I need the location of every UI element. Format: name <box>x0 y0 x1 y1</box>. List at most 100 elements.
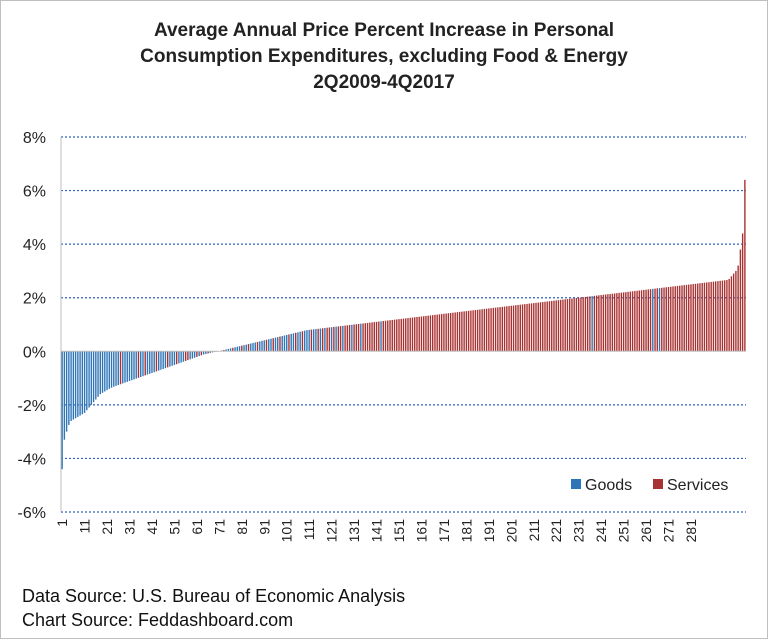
x-tick-label-191: 191 <box>481 519 497 543</box>
bar-169 <box>438 314 441 352</box>
bar-235 <box>586 296 589 352</box>
bar-100 <box>283 335 286 352</box>
bar-279 <box>685 284 688 352</box>
bar-239 <box>595 295 598 352</box>
bar-272 <box>670 286 672 352</box>
bar-224 <box>562 299 564 352</box>
bar-300 <box>732 273 735 352</box>
bar-258 <box>638 290 641 352</box>
bar-59 <box>191 351 194 359</box>
bar-256 <box>634 291 636 352</box>
bar-94 <box>270 338 272 352</box>
bar-257 <box>636 290 638 352</box>
bar-25 <box>115 351 117 386</box>
bar-107 <box>299 331 301 352</box>
bar-290 <box>710 281 712 352</box>
bar-122 <box>333 326 335 352</box>
data-source: Data Source: U.S. Bureau of Economic Ana… <box>22 586 406 606</box>
bar-166 <box>432 315 434 352</box>
x-tick-label-241: 241 <box>593 519 609 543</box>
bar-104 <box>292 333 295 352</box>
bar-102 <box>288 334 290 352</box>
bar-219 <box>551 300 553 352</box>
bar-202 <box>512 305 515 352</box>
bar-4 <box>68 351 70 425</box>
bar-153 <box>402 318 405 352</box>
bar-129 <box>348 325 351 352</box>
bar-270 <box>665 287 667 352</box>
x-tick-label-101: 101 <box>279 519 295 543</box>
bar-245 <box>609 293 611 352</box>
bar-293 <box>717 281 719 352</box>
bar-190 <box>485 308 488 352</box>
bar-183 <box>470 310 472 352</box>
bar-66 <box>207 351 209 354</box>
bar-120 <box>328 327 331 352</box>
bar-30 <box>126 351 128 382</box>
bar-262 <box>647 289 649 352</box>
bar-29 <box>124 351 126 383</box>
bar-237 <box>591 296 593 352</box>
bar-5 <box>70 351 72 421</box>
bar-48 <box>166 351 169 368</box>
bar-259 <box>640 290 643 352</box>
bar-276 <box>679 285 681 352</box>
bar-173 <box>447 313 450 352</box>
bar-17 <box>97 351 99 397</box>
bar-197 <box>501 306 504 352</box>
bar-217 <box>546 301 548 352</box>
bar-226 <box>566 299 569 352</box>
bar-174 <box>449 312 452 352</box>
x-tick-label-41: 41 <box>144 519 160 535</box>
bar-165 <box>429 315 432 352</box>
bar-8 <box>77 351 79 417</box>
bar-56 <box>184 351 187 361</box>
bar-196 <box>499 307 501 352</box>
bar-171 <box>443 313 445 352</box>
bar-277 <box>681 285 683 352</box>
bar-118 <box>324 327 326 352</box>
bar-287 <box>703 282 706 352</box>
bar-141 <box>375 321 378 352</box>
x-tick-label-131: 131 <box>346 519 362 543</box>
bar-121 <box>330 327 333 352</box>
bar-281 <box>690 284 692 352</box>
bar-139 <box>371 322 373 352</box>
bar-86 <box>252 342 254 352</box>
x-tick-label-111: 111 <box>301 519 317 540</box>
bar-253 <box>627 291 629 352</box>
bar-51 <box>173 351 176 365</box>
bar-182 <box>467 310 470 352</box>
bar-115 <box>317 328 319 352</box>
bar-273 <box>672 286 674 352</box>
bar-44 <box>158 351 160 371</box>
bar-157 <box>411 317 414 352</box>
bar-200 <box>508 306 510 352</box>
bar-158 <box>414 317 416 352</box>
bar-76 <box>229 348 232 352</box>
bar-180 <box>463 311 465 352</box>
title-line-3: 2Q2009-4Q2017 <box>313 72 455 93</box>
bar-39 <box>146 351 149 375</box>
bar-133 <box>357 323 360 352</box>
bar-143 <box>380 321 382 352</box>
legend-goods-label: Goods <box>585 477 632 494</box>
bar-255 <box>631 291 634 352</box>
bar-114 <box>315 329 317 352</box>
bar-228 <box>571 298 573 352</box>
bar-97 <box>277 337 279 352</box>
bar-234 <box>584 296 587 352</box>
bar-28 <box>122 351 124 384</box>
bar-170 <box>440 314 443 352</box>
bar-135 <box>362 323 364 352</box>
bar-60 <box>193 351 196 358</box>
bar-248 <box>616 293 618 352</box>
bar-299 <box>730 276 733 352</box>
bar-12 <box>86 351 88 411</box>
x-tick-label-281: 281 <box>683 519 699 543</box>
bar-267 <box>658 288 661 352</box>
bar-14 <box>90 351 93 405</box>
x-tick-label-31: 31 <box>122 519 138 535</box>
bar-68 <box>211 351 214 353</box>
bar-242 <box>602 294 605 352</box>
